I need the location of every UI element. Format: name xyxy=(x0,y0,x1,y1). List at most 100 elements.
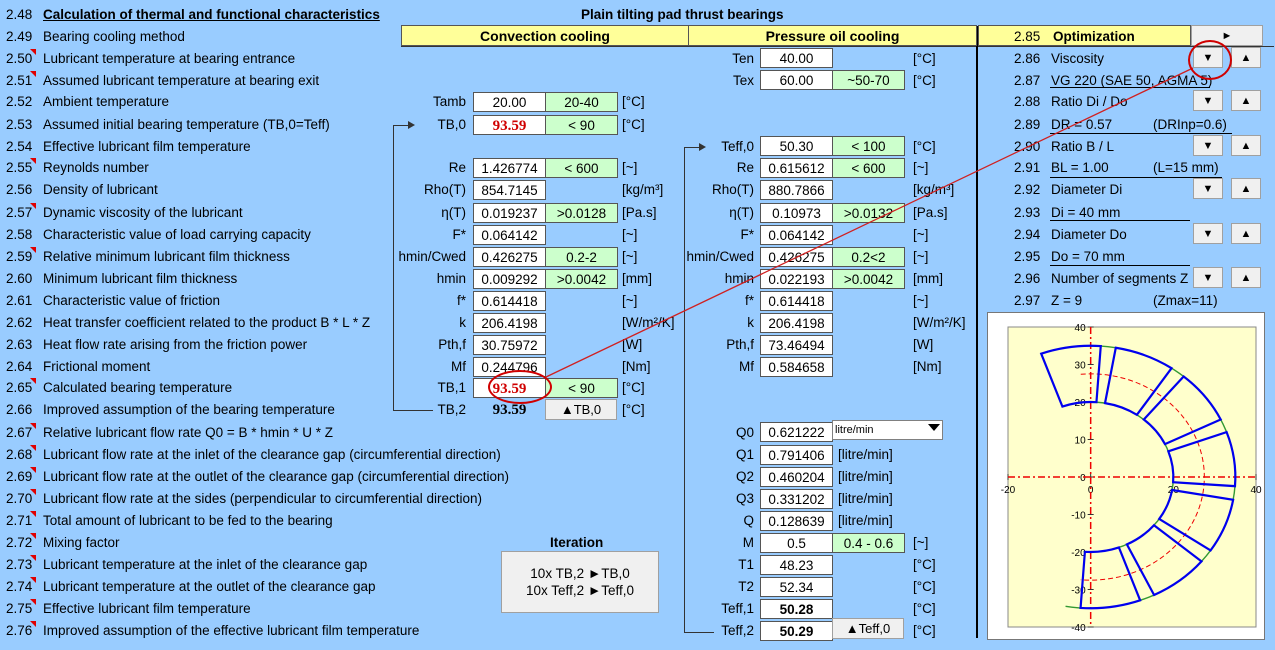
row-number: 2.73 xyxy=(6,557,33,572)
conv-hmincwed-value: 0.426275 xyxy=(473,247,546,267)
pres-t1-value: 48.23 xyxy=(760,555,833,575)
pres-rho-symbol: Rho(T) xyxy=(711,182,754,197)
pres-fstar-value: 0.064142 xyxy=(760,225,833,245)
opt-row-label: Di = 40 mm xyxy=(1051,205,1121,220)
row-label: Heat flow rate arising from the friction… xyxy=(43,337,308,352)
y-tick-label: -40 xyxy=(1071,623,1086,634)
pres-m-unit: [~] xyxy=(913,535,929,550)
opt-increase-button[interactable]: ▲ xyxy=(1231,267,1261,288)
y-tick-label: 30 xyxy=(1075,361,1087,372)
opt-row-number: 2.96 xyxy=(1014,271,1041,286)
row-number: 2.63 xyxy=(6,337,33,352)
pres-q1-value: 0.791406 xyxy=(760,445,833,465)
comment-indicator xyxy=(30,533,36,539)
opt-increase-button[interactable]: ▲ xyxy=(1231,223,1261,244)
flow-unit-dropdown[interactable]: litre/min xyxy=(832,420,943,440)
pres-k-unit: [W/m²/K] xyxy=(913,315,966,330)
row-number: 2.52 xyxy=(6,94,33,109)
pres-teff1-unit: [°C] xyxy=(913,601,936,616)
conv-k-unit: [W/m²/K] xyxy=(622,315,675,330)
conv-re-symbol: Re xyxy=(448,160,466,175)
conv-hmin-symbol: hmin xyxy=(436,271,466,286)
iteration-tb-label: 10x TB,2 ►TB,0 xyxy=(530,566,630,581)
opt-increase-button[interactable]: ▲ xyxy=(1231,135,1261,156)
pres-m-symbol: M xyxy=(742,535,754,550)
pres-q0-symbol: Q0 xyxy=(735,425,754,440)
opt-decrease-button[interactable]: ▼ xyxy=(1193,135,1223,156)
copy-teff2-to-teff0-button[interactable]: ▲Teff,0 xyxy=(832,618,904,639)
pres-teff0-input[interactable]: 50.30 xyxy=(760,136,833,156)
pres-eta-range: >0.0132 xyxy=(832,203,905,223)
pres-rho-unit: [kg/m³] xyxy=(913,182,955,197)
row-label: Lubricant flow rate at the inlet of the … xyxy=(43,447,501,462)
y-tick-label: -30 xyxy=(1071,586,1086,597)
opt-row-number: 2.93 xyxy=(1014,205,1041,220)
opt-increase-button[interactable]: ▲ xyxy=(1231,178,1261,199)
row-number: 2.53 xyxy=(6,117,33,132)
pres-mf-unit: [Nm] xyxy=(913,359,942,374)
opt-row-label: BL = 1.00 xyxy=(1051,160,1109,175)
comment-indicator xyxy=(30,445,36,451)
row-label: Lubricant temperature at bearing entranc… xyxy=(43,51,296,66)
comment-indicator xyxy=(30,158,36,164)
pres-eta-unit: [Pa.s] xyxy=(913,205,948,220)
opt-increase-button[interactable]: ▲ xyxy=(1231,90,1261,111)
row-number: 2.62 xyxy=(6,315,33,330)
annotation-circle-viscosity xyxy=(1188,40,1232,80)
flow-unit-selected: litre/min xyxy=(835,424,874,436)
pressure-oil-cooling-header[interactable]: Pressure oil cooling xyxy=(688,25,977,46)
iteration-button[interactable]: 10x TB,2 ►TB,0 10x Teff,2 ►Teff,0 xyxy=(501,551,659,613)
pres-tex-input[interactable]: 60.00 xyxy=(760,70,833,90)
opt-decrease-button[interactable]: ▼ xyxy=(1193,178,1223,199)
chevron-down-icon[interactable] xyxy=(928,424,940,431)
row-number: 2.65 xyxy=(6,380,33,395)
row-label: Dynamic viscosity of the lubricant xyxy=(43,205,243,220)
pres-t2-value: 52.34 xyxy=(760,577,833,597)
pres-re-unit: [~] xyxy=(913,160,929,175)
pres-k-symbol: k xyxy=(747,315,754,330)
pres-eta-symbol: η(T) xyxy=(729,205,754,220)
row-number: 2.67 xyxy=(6,425,33,440)
pres-ten-input[interactable]: 40.00 xyxy=(760,48,833,68)
conv-pth-unit: [W] xyxy=(622,337,643,352)
convection-cooling-header[interactable]: Convection cooling xyxy=(401,25,689,46)
opt-row-number: 2.92 xyxy=(1014,182,1041,197)
pres-teff0-symbol: Teff,0 xyxy=(721,139,754,154)
bearing-pad xyxy=(1079,546,1142,610)
row-number: 2.51 xyxy=(6,73,33,88)
annotation-circle-tb1 xyxy=(488,370,552,404)
opt-decrease-button[interactable]: ▼ xyxy=(1193,90,1223,111)
pres-loop-arrow xyxy=(699,143,706,151)
row-label: Lubricant temperature at the outlet of t… xyxy=(43,579,376,594)
opt-row-label: Ratio B / L xyxy=(1051,139,1115,154)
conv-fric-unit: [~] xyxy=(622,293,638,308)
optimization-title: Optimization xyxy=(1053,29,1135,44)
iteration-teff-label: 10x Teff,2 ►Teff,0 xyxy=(526,583,634,598)
opt-decrease-button[interactable]: ▼ xyxy=(1193,267,1223,288)
pres-loop-bottom xyxy=(684,632,714,633)
conv-tamb-input[interactable]: 20.00 xyxy=(473,92,546,112)
mean-radius-arc xyxy=(1080,373,1205,581)
pres-teff2-unit: [°C] xyxy=(913,623,936,638)
x-tick-label: 0 xyxy=(1088,485,1094,496)
pres-eta-value: 0.10973 xyxy=(760,203,833,223)
pres-hmincwed-unit: [~] xyxy=(913,249,929,264)
pres-teff2-symbol: Teff,2 xyxy=(721,623,754,638)
conv-tb0-input[interactable]: 93.59 xyxy=(473,115,546,135)
opt-row-note: (Zmax=11) xyxy=(1153,293,1218,308)
header-bottom-line xyxy=(401,46,1274,47)
row-label: Bearing cooling method xyxy=(43,29,185,44)
row-label: Lubricant flow rate at the sides (perpen… xyxy=(43,491,482,506)
row-number: 2.64 xyxy=(6,359,33,374)
opt-decrease-button[interactable]: ▼ xyxy=(1193,223,1223,244)
row-label: Effective lubricant film temperature xyxy=(43,139,251,154)
optimization-number: 2.85 xyxy=(1014,29,1041,44)
opt-row-note: (DRInp=0.6) xyxy=(1153,117,1227,132)
pres-q-unit: [litre/min] xyxy=(838,513,893,528)
conv-tamb-symbol: Tamb xyxy=(432,94,466,109)
copy-tb2-to-tb0-button[interactable]: ▲TB,0 xyxy=(545,399,617,420)
pres-m-input[interactable]: 0.5 xyxy=(760,533,833,553)
comment-indicator xyxy=(30,423,36,429)
